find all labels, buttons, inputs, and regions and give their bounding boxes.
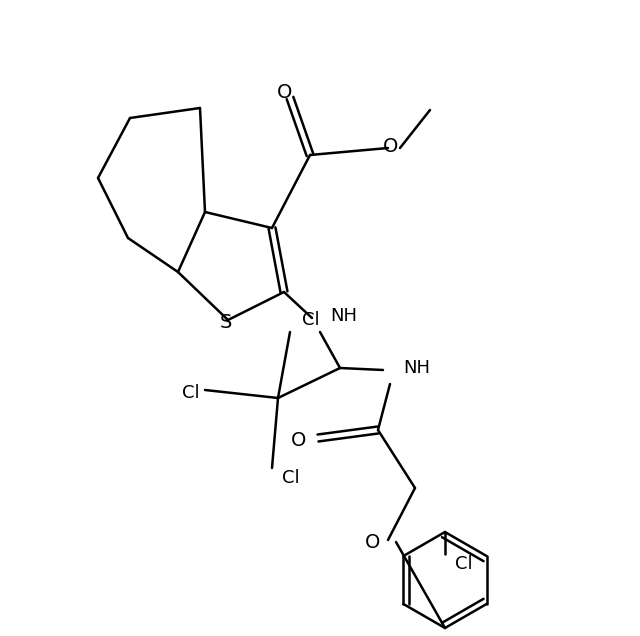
- Text: O: O: [277, 83, 292, 102]
- Text: NH: NH: [330, 307, 357, 325]
- Text: O: O: [365, 534, 381, 553]
- Text: O: O: [291, 431, 306, 450]
- Text: S: S: [220, 314, 232, 333]
- Text: Cl: Cl: [302, 311, 319, 329]
- Text: Cl: Cl: [182, 384, 200, 402]
- Text: Cl: Cl: [282, 469, 300, 487]
- Text: Cl: Cl: [455, 555, 472, 573]
- Text: NH: NH: [403, 359, 430, 377]
- Text: O: O: [383, 137, 399, 155]
